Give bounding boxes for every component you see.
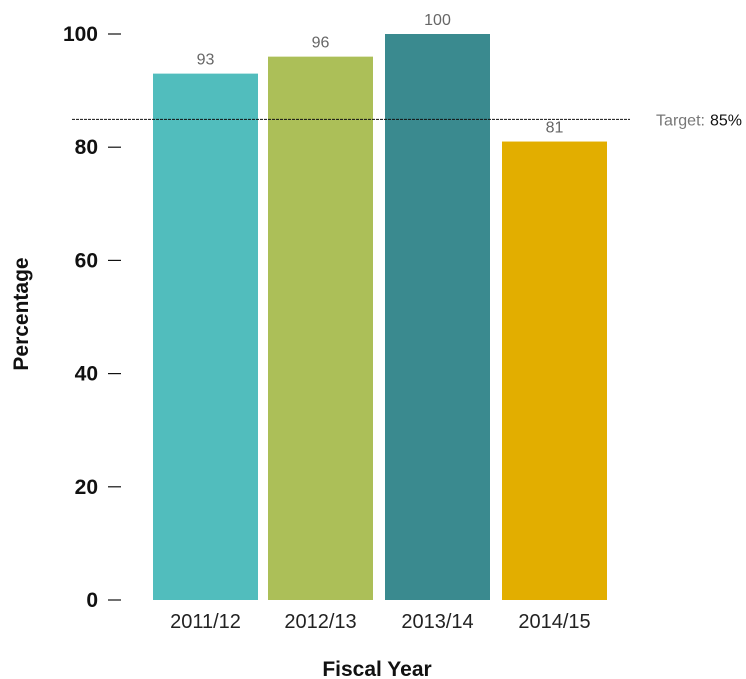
bars [153,34,607,601]
bar-value-label: 96 [312,35,330,52]
target-label-text: Target: [656,112,705,129]
x-tick-label: 2014/15 [518,611,590,633]
x-axis-title: Fiscal Year [322,658,431,679]
y-axis: 0 20 40 60 80 100 [63,23,121,612]
y-tick-label: 100 [63,23,98,46]
target-line-group: Target: 85% [72,112,742,129]
x-tick-label: 2013/14 [401,611,473,633]
x-axis: 2011/12 2012/13 2013/14 2014/15 [170,611,591,633]
y-tick-label: 40 [75,363,98,386]
y-axis-title: Percentage [10,257,33,370]
y-tick-label: 60 [75,249,98,272]
target-label: Target: 85% [656,112,742,129]
y-tick-label: 0 [86,589,98,612]
y-tick-label: 80 [75,136,98,159]
bar-2012-13 [268,56,373,600]
y-tick-label: 20 [75,476,98,499]
x-tick-label: 2011/12 [170,611,241,633]
target-label-value: 85% [710,112,742,129]
bar-2013-14 [385,34,490,600]
bar-2011-12 [153,73,258,601]
x-tick-label: 2012/13 [284,611,356,633]
bar-value-label: 100 [424,12,451,29]
bar-value-label: 81 [546,120,564,137]
bar-2014-15 [502,141,607,601]
bar-value-label: 93 [197,52,215,69]
data-labels: 93 96 100 81 [197,12,564,137]
